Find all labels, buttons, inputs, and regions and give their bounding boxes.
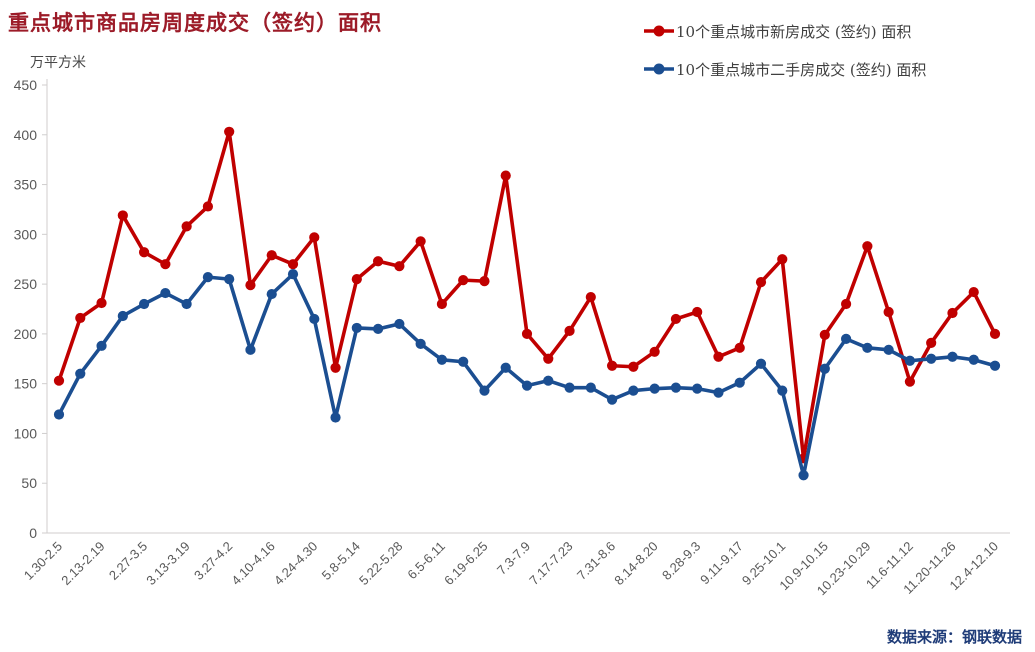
legend-item-new-house: 10个重点城市新房成交 (签约) 面积 bbox=[644, 12, 926, 50]
svg-text:8.14-8.20: 8.14-8.20 bbox=[611, 539, 660, 588]
data-source: 数据来源：钢联数据 bbox=[886, 628, 1022, 646]
svg-text:250: 250 bbox=[14, 276, 38, 292]
svg-text:450: 450 bbox=[14, 77, 38, 93]
legend-label-second-hand-house: 10个重点城市二手房成交 (签约) 面积 bbox=[676, 60, 927, 79]
legend-item-second-hand-house: 10个重点城市二手房成交 (签约) 面积 bbox=[644, 50, 926, 88]
svg-text:2.13-2.19: 2.13-2.19 bbox=[58, 539, 107, 588]
svg-text:7.3-7.9: 7.3-7.9 bbox=[494, 539, 533, 578]
legend-label-new-house: 10个重点城市新房成交 (签约) 面积 bbox=[676, 22, 912, 41]
svg-text:7.17-7.23: 7.17-7.23 bbox=[526, 539, 575, 588]
svg-text:9.11-9.17: 9.11-9.17 bbox=[697, 539, 746, 588]
y-axis-unit-label: 万平方米 bbox=[30, 55, 86, 71]
svg-text:50: 50 bbox=[21, 475, 37, 491]
svg-text:3.13-3.19: 3.13-3.19 bbox=[143, 539, 192, 588]
svg-text:350: 350 bbox=[14, 177, 38, 193]
svg-text:5.22-5.28: 5.22-5.28 bbox=[356, 539, 405, 588]
svg-text:400: 400 bbox=[14, 127, 38, 143]
svg-text:100: 100 bbox=[14, 425, 38, 441]
red-line-marker-icon bbox=[644, 24, 674, 38]
page-title: 重点城市商品房周度成交（签约）面积 bbox=[8, 10, 382, 35]
legend: 10个重点城市新房成交 (签约) 面积 10个重点城市二手房成交 (签约) 面积 bbox=[644, 12, 926, 88]
svg-text:4.24-4.30: 4.24-4.30 bbox=[271, 539, 320, 588]
svg-text:6.19-6.25: 6.19-6.25 bbox=[441, 539, 490, 588]
svg-text:0: 0 bbox=[29, 525, 37, 541]
svg-text:4.10-4.16: 4.10-4.16 bbox=[228, 539, 277, 588]
svg-text:200: 200 bbox=[14, 326, 38, 342]
svg-text:300: 300 bbox=[14, 226, 38, 242]
blue-line-marker-icon bbox=[644, 62, 674, 76]
svg-text:150: 150 bbox=[14, 376, 38, 392]
